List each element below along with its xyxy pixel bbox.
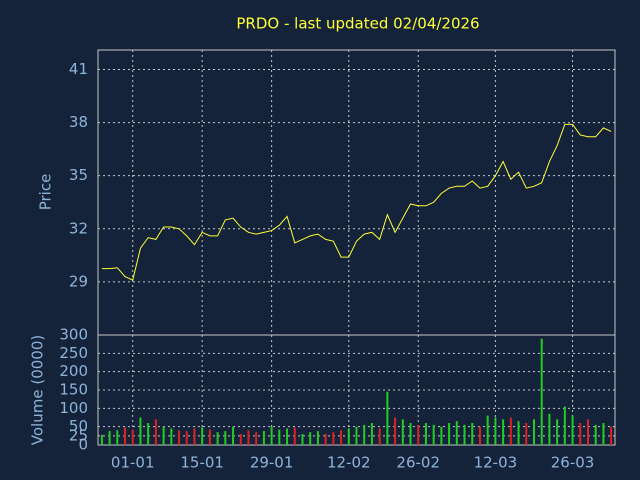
volume-bar [432, 424, 435, 445]
volume-bar [247, 430, 250, 445]
volume-bar [316, 431, 319, 445]
volume-bar [100, 434, 103, 445]
volume-bar [340, 430, 343, 445]
volume-bar [386, 391, 389, 445]
volume-bar [579, 423, 582, 445]
volume-bar [502, 419, 505, 445]
volume-bar [378, 428, 381, 445]
volume-bar [417, 424, 420, 445]
volume-bar [170, 428, 173, 445]
volume-bar [332, 432, 335, 445]
volume-bar [116, 430, 119, 445]
x-tick-label: 29-01 [250, 454, 294, 472]
volume-bar [525, 423, 528, 445]
volume-bar [363, 424, 366, 445]
volume-bar [478, 426, 481, 445]
volume-bar [309, 432, 312, 445]
volume-bar [347, 428, 350, 445]
volume-bar [201, 427, 204, 445]
y-tick-label: 29 [69, 272, 88, 290]
x-tick-label: 26-02 [396, 454, 440, 472]
volume-bar [216, 432, 219, 445]
volume-bar [232, 426, 235, 445]
x-tick-label: 26-03 [551, 454, 595, 472]
volume-bar [270, 426, 273, 445]
volume-bar [224, 431, 227, 445]
x-tick-label: 01-01 [111, 454, 155, 472]
volume-bar [424, 423, 427, 445]
y-tick-label: 25 [69, 426, 88, 444]
volume-bar [548, 413, 551, 445]
volume-bar [278, 429, 281, 445]
volume-bar [556, 419, 559, 445]
y-tick-label: 50 [69, 417, 88, 435]
y-tick-label: 32 [69, 219, 88, 237]
volume-bar [571, 415, 574, 445]
volume-bar [455, 421, 458, 445]
volume-bar [255, 432, 258, 445]
volume-bar [301, 434, 304, 445]
volume-bar [154, 419, 157, 445]
volume-bar [448, 423, 451, 445]
x-tick-label: 12-02 [327, 454, 371, 472]
volume-bar [494, 417, 497, 445]
y-tick-label: 300 [59, 326, 88, 344]
volume-bar [586, 419, 589, 445]
volume-bar [131, 429, 134, 445]
y-tick-label: 200 [59, 362, 88, 380]
x-tick-label: 15-01 [180, 454, 224, 472]
price-line [101, 123, 612, 281]
volume-bar [286, 428, 289, 445]
volume-bar [262, 431, 265, 445]
volume-bar [324, 434, 327, 445]
volume-bar [147, 423, 150, 445]
volume-bar [178, 430, 181, 445]
volume-bar [440, 426, 443, 445]
volume-bar [540, 338, 543, 445]
volume-bar [193, 428, 196, 445]
volume-bar [139, 417, 142, 445]
volume-bar [594, 424, 597, 445]
volume-bar [486, 415, 489, 445]
x-tick-label: 12-03 [474, 454, 518, 472]
y-tick-label: 150 [59, 381, 88, 399]
volume-bar [563, 406, 566, 445]
y-tick-label: 100 [59, 399, 88, 417]
volume-bar [401, 419, 404, 445]
volume-bar [509, 417, 512, 445]
volume-bar [293, 427, 296, 445]
volume-bar [610, 426, 613, 445]
volume-bar [370, 423, 373, 445]
y-tick-label: 38 [69, 113, 88, 131]
volume-bar [124, 427, 127, 445]
volume-bar [239, 434, 242, 445]
y-tick-label: 0 [78, 436, 88, 454]
volume-bar [532, 419, 535, 445]
volume-bar [394, 417, 397, 445]
y-axis-label: Volume (0000) [29, 335, 47, 445]
volume-bar [517, 421, 520, 445]
y-tick-label: 41 [69, 60, 88, 78]
y-axis-label: Price [37, 174, 55, 211]
volume-bar [471, 423, 474, 445]
y-tick-label: 250 [59, 344, 88, 362]
volume-bar [185, 431, 188, 445]
chart-title: PRDO - last updated 02/04/2026 [236, 15, 479, 33]
volume-bar [208, 429, 211, 445]
volume-bar [108, 431, 111, 445]
volume-bar [162, 426, 165, 445]
volume-bar [409, 423, 412, 445]
volume-bar [463, 424, 466, 445]
volume-bar [602, 423, 605, 445]
y-tick-label: 35 [69, 166, 88, 184]
volume-bar [355, 426, 358, 445]
